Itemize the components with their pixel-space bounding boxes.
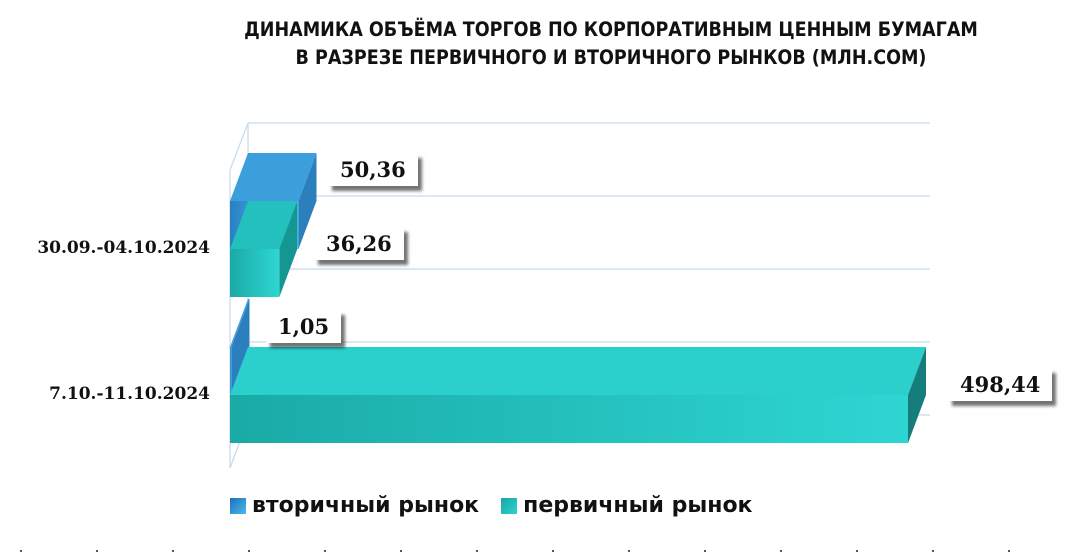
legend-label-primary: первичный рынок — [523, 493, 753, 518]
bar-secondary-week-2-front — [230, 347, 232, 395]
category-label-week-1: 30.09.-04.10.2024 — [37, 238, 210, 258]
legend-item-secondary: вторичный рынок — [230, 493, 479, 518]
bar-secondary-week-2-top — [230, 299, 250, 347]
legend-swatch-secondary — [230, 497, 246, 514]
depth-edge-top — [229, 122, 249, 171]
bar-primary-week-2-front — [230, 395, 908, 443]
bar-primary-week-1-side — [279, 201, 298, 297]
bar-secondary-week-2-side — [231, 299, 250, 395]
decorative-dotted-line — [20, 550, 1077, 552]
data-label-secondary-week-1: 50,36 — [328, 153, 418, 186]
bar-primary-week-1-front — [230, 249, 280, 297]
bars-layer — [230, 153, 926, 443]
chart-title-line-2: В РАЗРЕЗЕ ПЕРВИЧНОГО И ВТОРИЧНОГО РЫНКОВ… — [295, 46, 927, 69]
legend-swatch-primary — [501, 497, 518, 514]
chart-title: ДИНАМИКА ОБЪЁМА ТОРГОВ ПО КОРПОРАТИВНЫМ … — [0, 16, 1077, 72]
legend-label-secondary: вторичный рынок — [252, 493, 480, 518]
category-label-week-2: 7.10.-11.10.2024 — [49, 384, 210, 404]
bar-secondary-week-1-top — [230, 153, 317, 201]
bar-secondary-week-2 — [230, 299, 250, 395]
data-label-secondary-week-2: 1,05 — [266, 310, 342, 343]
bar-primary-week-1-top — [230, 201, 298, 249]
data-label-primary-week-1: 36,26 — [314, 227, 404, 260]
bar-primary-week-2 — [230, 347, 926, 443]
bar-primary-week-2-top — [230, 347, 926, 395]
bar-primary-week-1 — [230, 201, 298, 297]
legend-item-primary: первичный рынок — [501, 493, 753, 518]
chart-legend: вторичный рынок первичный рынок — [230, 493, 753, 518]
chart-title-line-1: ДИНАМИКА ОБЪЁМА ТОРГОВ ПО КОРПОРАТИВНЫМ … — [244, 18, 978, 41]
data-label-primary-week-2: 498,44 — [948, 368, 1053, 401]
bar-secondary-week-1-side — [298, 153, 317, 249]
bar-primary-week-2-side — [908, 347, 926, 443]
